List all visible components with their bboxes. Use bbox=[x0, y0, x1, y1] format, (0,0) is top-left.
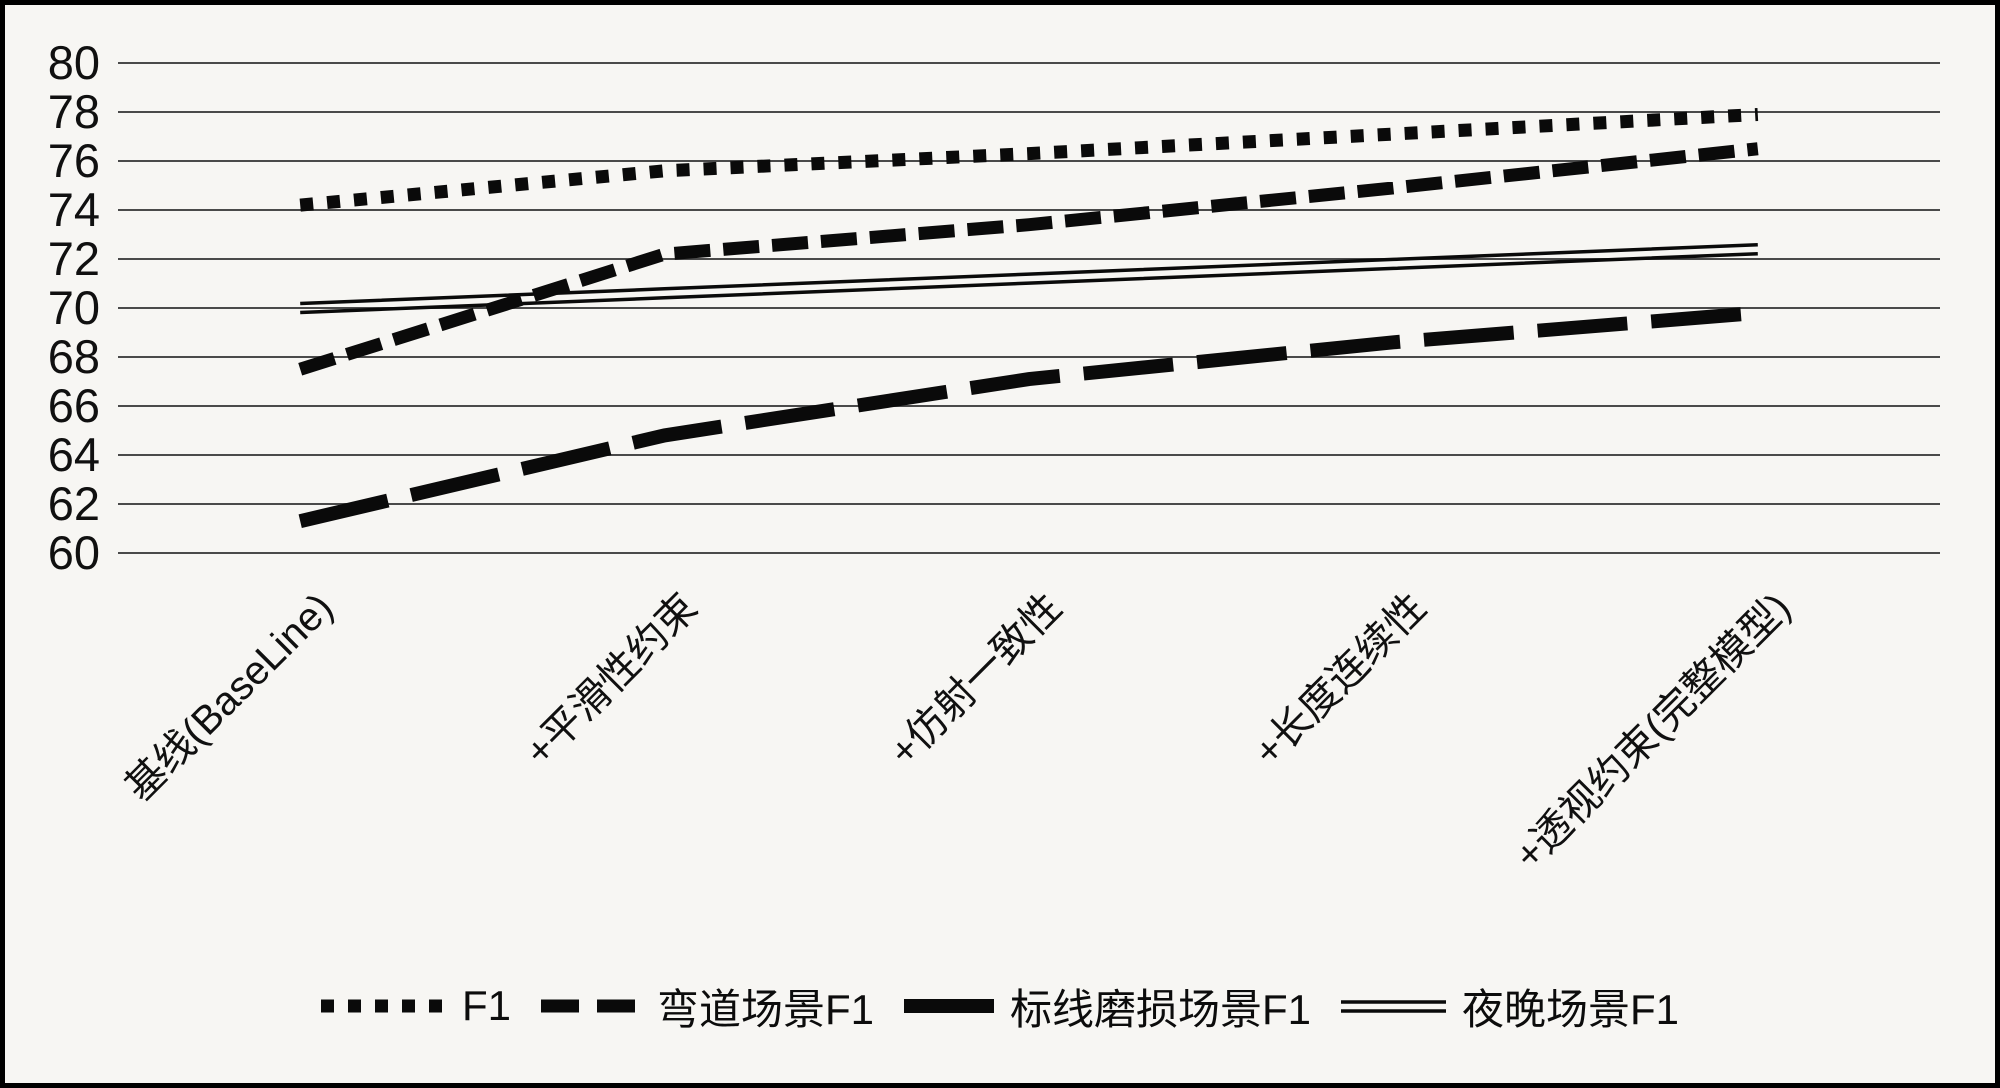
y-tick-label: 72 bbox=[48, 232, 100, 285]
legend-item-2: 标线磨损场景F1 bbox=[904, 976, 1311, 1037]
legend-swatch-long-dash bbox=[904, 999, 994, 1013]
legend-item-3: 夜晚场景F1 bbox=[1341, 976, 1679, 1037]
y-tick-label: 62 bbox=[48, 477, 100, 530]
legend-item-0: F1 bbox=[320, 982, 511, 1030]
y-tick-label: 74 bbox=[48, 183, 100, 236]
chart-legend: F1 弯道场景F1 标线磨损场景F1 夜晚场景F1 bbox=[0, 970, 2000, 1042]
legend-swatch-dotted bbox=[320, 999, 446, 1013]
y-tick-label: 68 bbox=[48, 330, 100, 383]
series-line-3 bbox=[300, 251, 1758, 315]
y-tick-label: 66 bbox=[48, 379, 100, 432]
legend-label: 夜晚场景F1 bbox=[1462, 985, 1680, 1033]
y-tick-label: 76 bbox=[48, 134, 100, 187]
y-tick-label: 60 bbox=[48, 526, 100, 579]
series-line-2 bbox=[298, 305, 1759, 528]
x-category-label: +平滑性约束 bbox=[517, 585, 706, 774]
legend-label: 标线磨损场景F1 bbox=[1010, 985, 1312, 1033]
x-category-label: +长度连续性 bbox=[1246, 585, 1435, 774]
legend-item-1: 弯道场景F1 bbox=[540, 976, 874, 1037]
legend-swatch-double bbox=[1341, 1000, 1447, 1013]
y-tick-label: 70 bbox=[48, 281, 100, 334]
legend-label: 弯道场景F1 bbox=[656, 985, 874, 1033]
series-line-0 bbox=[299, 107, 1759, 212]
x-category-label: +透视约束(完整模型) bbox=[1506, 585, 1799, 878]
y-tick-label: 78 bbox=[48, 85, 100, 138]
y-tick-label: 80 bbox=[48, 36, 100, 89]
x-category-label: +仿射一致性 bbox=[881, 585, 1070, 774]
legend-label: F1 bbox=[461, 982, 511, 1029]
y-tick-label: 64 bbox=[48, 428, 100, 481]
series-line-3 bbox=[300, 242, 1758, 306]
legend-swatch-dashed bbox=[540, 999, 641, 1013]
x-category-label: 基线(BaseLine) bbox=[117, 585, 341, 809]
